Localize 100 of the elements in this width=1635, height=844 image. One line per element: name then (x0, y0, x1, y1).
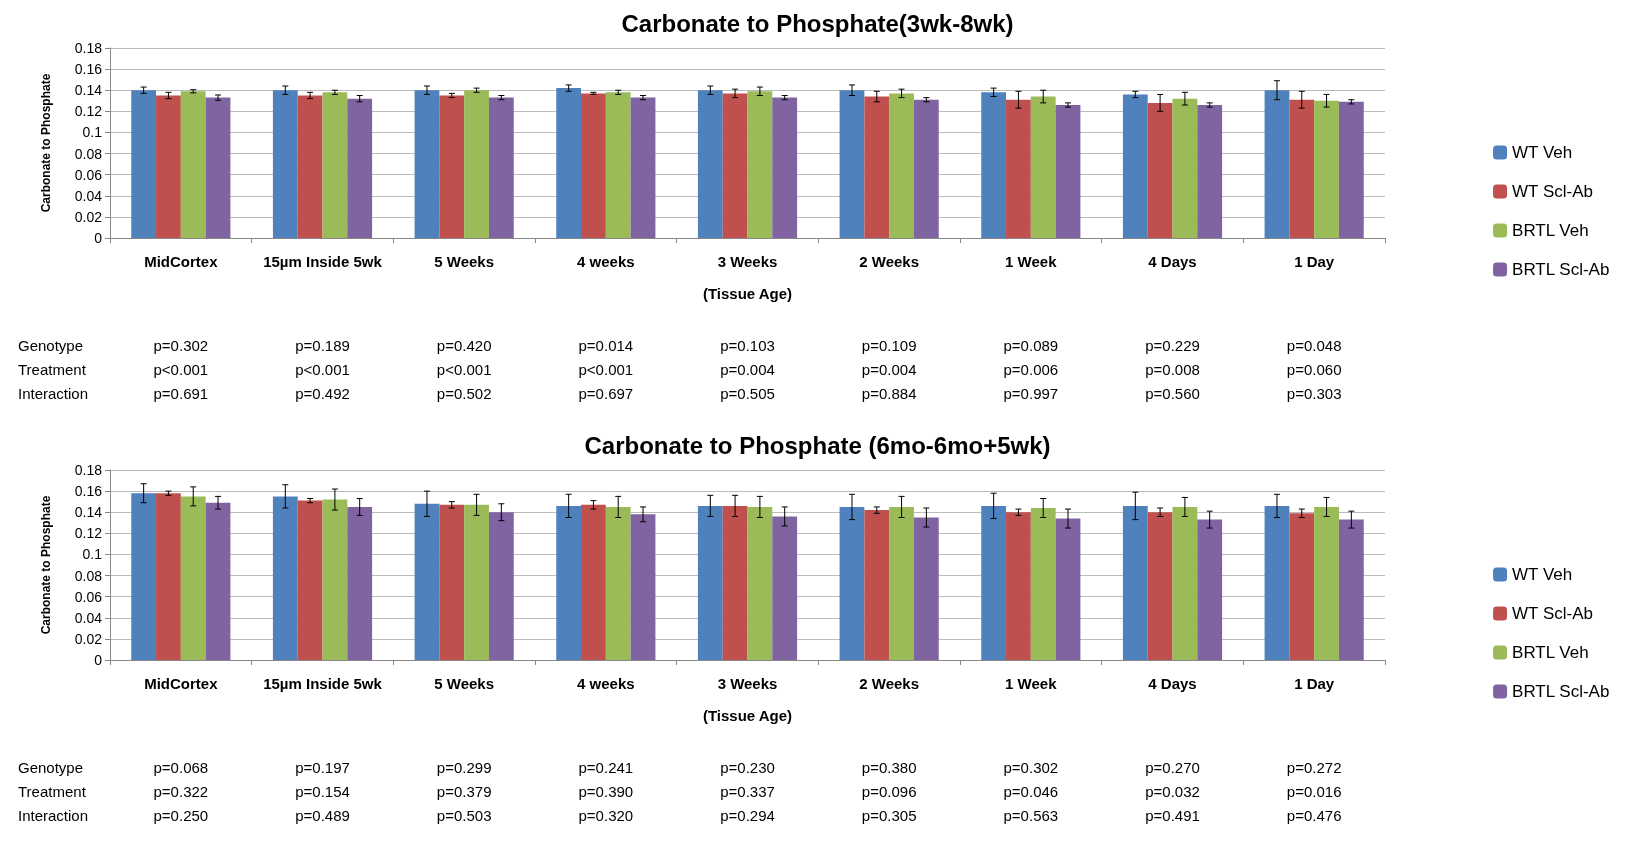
x-tick-label: MidCortex (144, 675, 219, 692)
bar (772, 516, 798, 660)
text: p=0.014 (578, 337, 634, 354)
bar (1197, 105, 1223, 238)
text: Genotype (18, 759, 84, 776)
text: p=0.048 (1286, 337, 1342, 354)
text: p=0.089 (1003, 337, 1059, 354)
text: p=0.270 (1145, 759, 1200, 776)
bar (1006, 99, 1031, 238)
bar (1197, 519, 1223, 660)
bar (1147, 102, 1173, 238)
legend-label: BRTL Veh (1512, 643, 1589, 662)
x-tick-label: 15µm Inside 5wk (263, 675, 383, 692)
text: p=0.006 (1003, 361, 1059, 378)
bar (581, 504, 606, 660)
y-tick-label: 0.16 (74, 483, 103, 500)
x-tick-label: 3 Weeks (717, 253, 778, 270)
text: p=0.004 (861, 361, 917, 378)
legend-label: WT Scl-Ab (1512, 604, 1593, 623)
bar (1314, 506, 1339, 660)
text: p=0.103 (720, 337, 775, 354)
text: p=0.060 (1286, 361, 1342, 378)
bar (556, 88, 582, 238)
text: Interaction (18, 807, 89, 824)
bar (488, 512, 514, 660)
text: p=0.697 (578, 385, 634, 402)
bar (605, 92, 631, 238)
x-tick-label: 4 Days (1148, 675, 1197, 692)
x-tick-label: 5 Weeks (434, 253, 495, 270)
x-tick-label: MidCortex (144, 253, 219, 270)
text: p=0.046 (1003, 783, 1059, 800)
text: p=0.109 (861, 337, 917, 354)
x-tick-label: 4 weeks (577, 253, 635, 270)
bar (747, 506, 773, 660)
legend-label: WT Scl-Ab (1512, 182, 1593, 201)
bar (864, 510, 890, 660)
bar (205, 97, 231, 238)
bar (1314, 100, 1339, 238)
text: p=0.337 (720, 783, 775, 800)
text: p=0.229 (1145, 337, 1200, 354)
y-tick-label: 0.14 (74, 504, 103, 521)
x-tick-label: 5 Weeks (434, 675, 495, 692)
bar (156, 95, 181, 238)
y-axis-title: Carbonate to Phosphate (39, 495, 53, 635)
text: p=0.390 (578, 783, 634, 800)
bar (556, 505, 582, 660)
y-tick-label: 0.02 (74, 208, 103, 225)
text: p=0.491 (1145, 807, 1200, 824)
bar (347, 98, 373, 238)
bar (889, 506, 914, 660)
bar (913, 99, 939, 238)
bar (697, 90, 723, 238)
bar (414, 90, 440, 238)
legend-label: BRTL Scl-Ab (1512, 682, 1610, 701)
bar (722, 505, 748, 660)
bar (180, 496, 206, 660)
bar (439, 95, 465, 238)
text: p=0.305 (861, 807, 917, 824)
bar (1030, 96, 1056, 238)
text: Treatment (18, 361, 87, 378)
y-tick-label: 0 (94, 652, 103, 668)
text: p=0.320 (578, 807, 634, 824)
text: p=0.322 (153, 783, 209, 800)
text: p=0.241 (578, 759, 634, 776)
y-tick-label: 0.16 (74, 61, 103, 78)
bar (581, 93, 606, 238)
text: p=0.016 (1286, 783, 1342, 800)
y-tick-label: 0.06 (74, 166, 103, 183)
text: p=0.008 (1145, 361, 1200, 378)
text: p=0.884 (861, 385, 917, 402)
chart-title: Carbonate to Phosphate (6mo-6mo+5wk) (584, 431, 1051, 459)
y-tick-label: 0.02 (74, 630, 103, 647)
y-tick-label: 0.08 (74, 145, 103, 162)
legend-label: WT Veh (1512, 143, 1573, 162)
text: p=0.302 (153, 337, 209, 354)
y-tick-label: 0.14 (74, 82, 103, 99)
bar (864, 96, 890, 238)
y-tick-label: 0.06 (74, 588, 103, 605)
bar (272, 90, 298, 238)
x-tick-label: 2 Weeks (859, 675, 920, 692)
chart-title: Carbonate to Phosphate(3wk-8wk) (621, 9, 1014, 37)
text: p<0.001 (578, 361, 634, 378)
text: p<0.001 (295, 361, 350, 378)
bar (605, 506, 631, 660)
bar (439, 504, 465, 660)
bar (1055, 105, 1081, 238)
bar (1264, 505, 1290, 660)
bar (205, 502, 231, 660)
bar (272, 496, 298, 660)
text: p=0.096 (861, 783, 917, 800)
bar (464, 90, 489, 238)
text: p=0.302 (1003, 759, 1059, 776)
bar (414, 503, 440, 660)
y-tick-label: 0.18 (74, 462, 103, 478)
legend-label: WT Veh (1512, 565, 1573, 584)
bar (1147, 512, 1173, 660)
bar (839, 506, 865, 660)
text: p=0.492 (295, 385, 350, 402)
bar (1006, 512, 1031, 660)
x-tick-label: 1 Week (1005, 675, 1058, 692)
